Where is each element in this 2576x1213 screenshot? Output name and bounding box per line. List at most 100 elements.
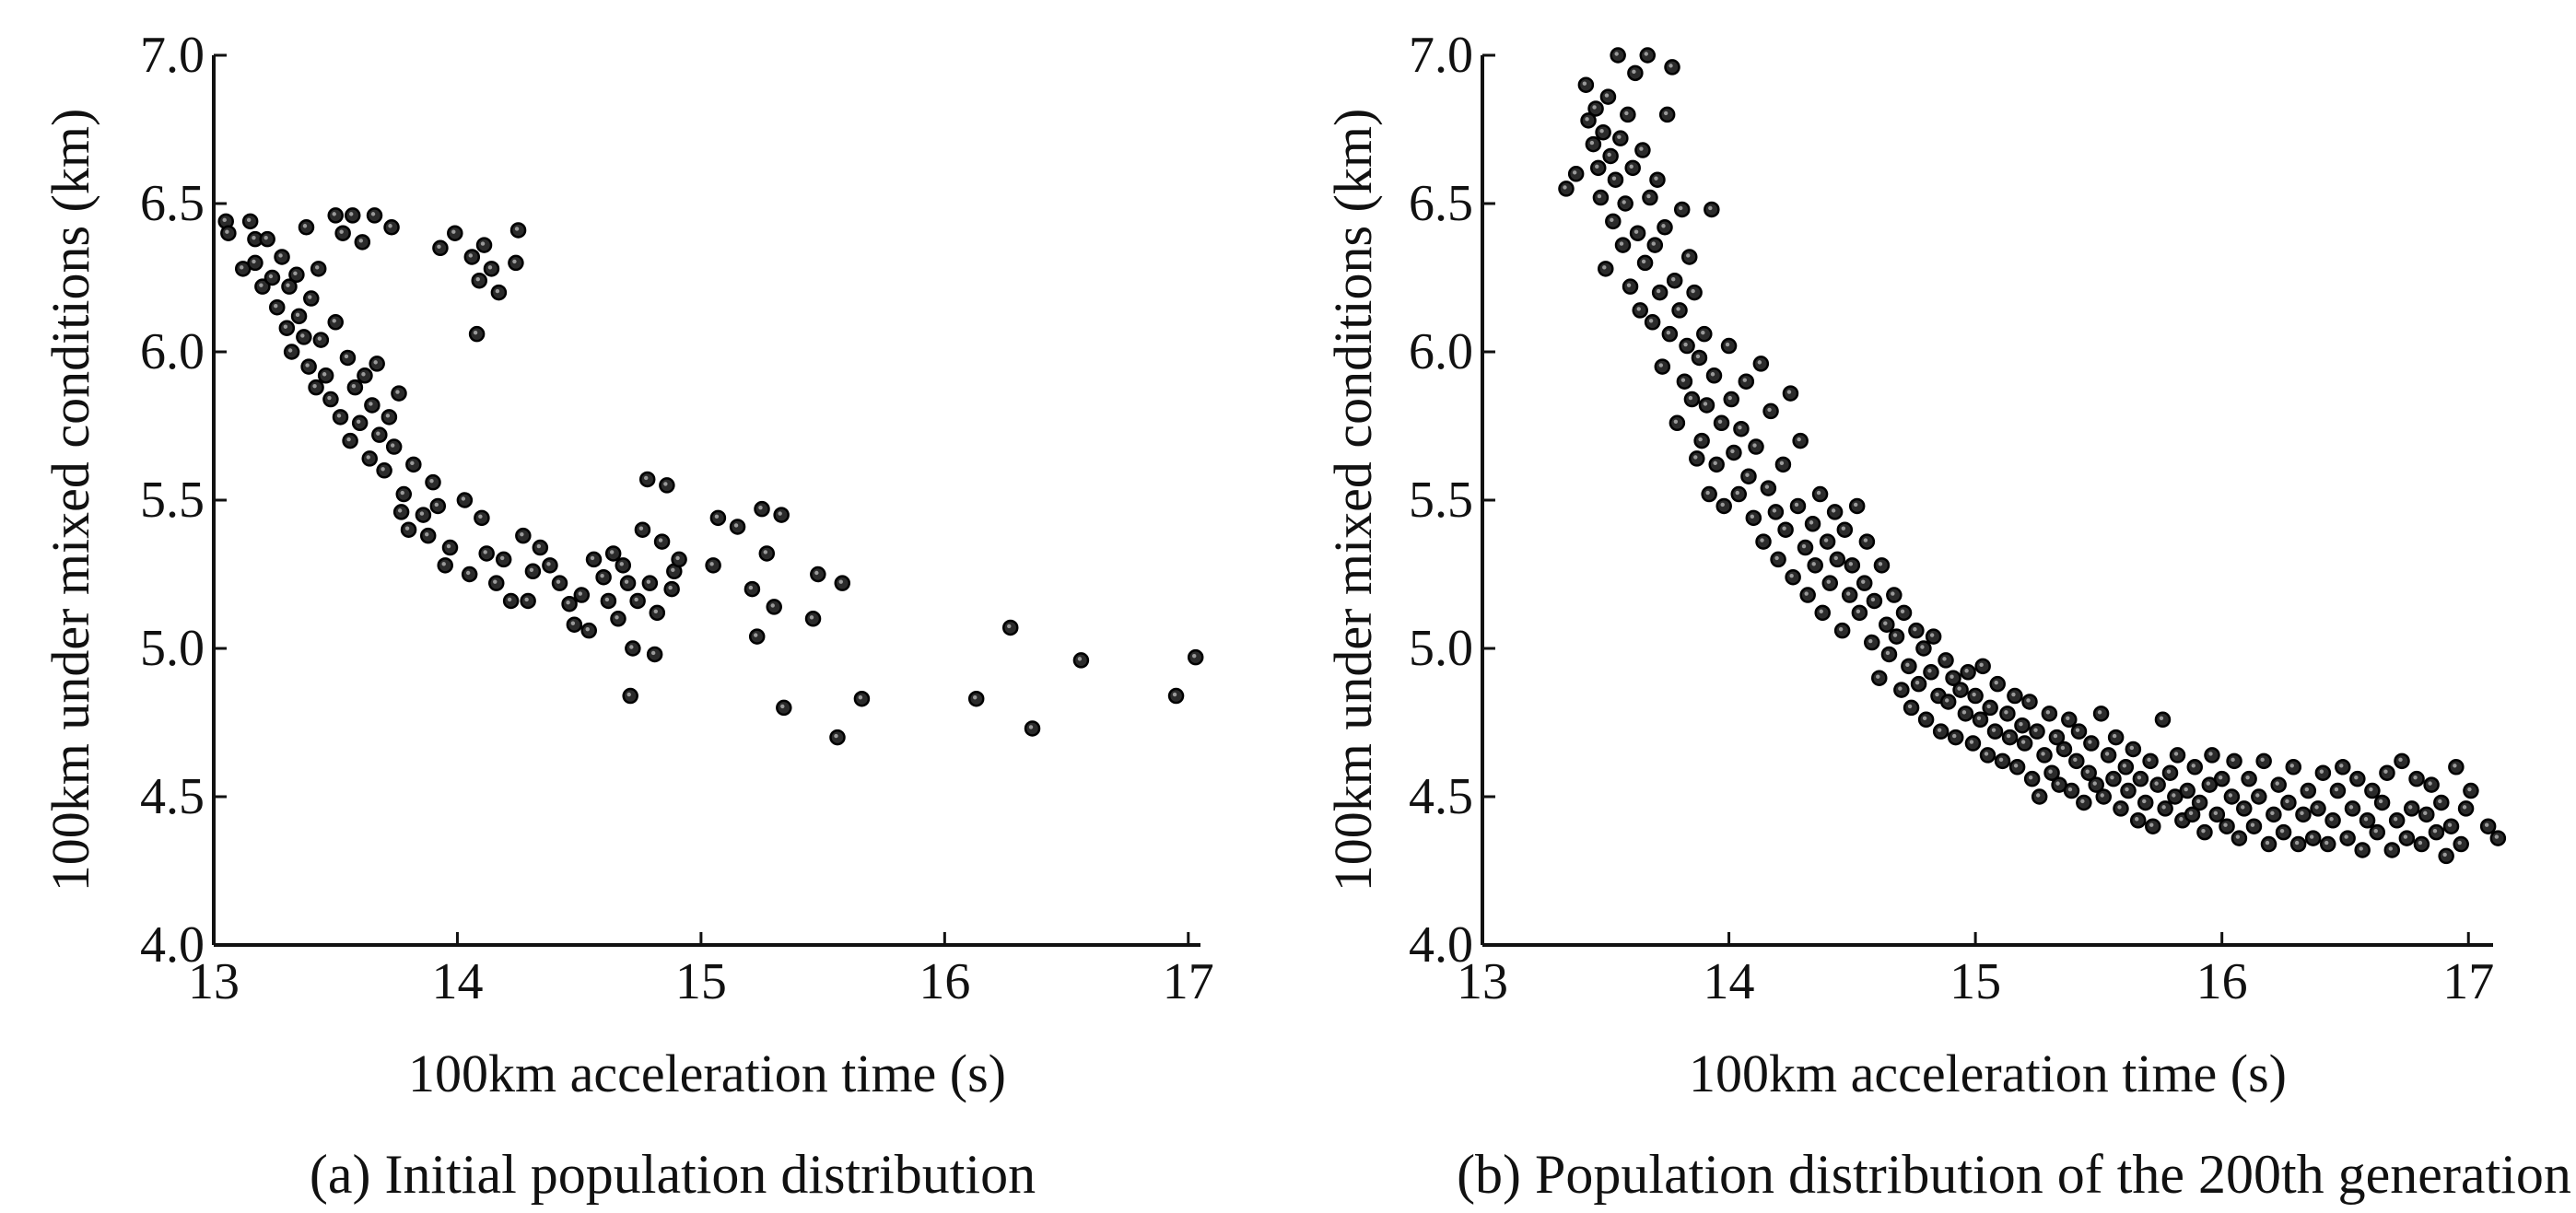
scatter-point-highlight bbox=[2408, 805, 2413, 810]
scatter-point-highlight bbox=[2172, 793, 2176, 798]
scatter-point-highlight bbox=[1927, 669, 1932, 673]
scatter-point-highlight bbox=[1007, 624, 1012, 629]
scatter-point-highlight bbox=[668, 585, 673, 590]
scatter-point-highlight bbox=[441, 562, 446, 566]
y-tick-label: 4.0 bbox=[1409, 916, 1473, 974]
scatter-point-highlight bbox=[2188, 811, 2194, 816]
scatter-point-highlight bbox=[1816, 490, 1821, 496]
scatter-point-highlight bbox=[1937, 728, 1942, 732]
scatter-point-highlight bbox=[514, 227, 520, 231]
scatter-point-highlight bbox=[1669, 64, 1673, 68]
scatter-point-highlight bbox=[2289, 764, 2294, 768]
scatter-point-highlight bbox=[2231, 757, 2235, 763]
scatter-point-highlight bbox=[578, 591, 583, 596]
y-tick-label: 7.0 bbox=[140, 27, 205, 84]
x-tick-label: 15 bbox=[675, 953, 727, 1010]
panel-a: 13 14 15 16 17 4.0 4.5 5.0 5.5 6.0 6.5 7.0 100km ac… bbox=[41, 27, 1214, 1205]
scatter-point-highlight bbox=[1604, 93, 1610, 98]
scatter-point-highlight bbox=[524, 597, 529, 602]
scatter-point-highlight bbox=[2423, 811, 2428, 816]
scatter-point-highlight bbox=[626, 692, 631, 697]
scatter-point-highlight bbox=[327, 395, 332, 401]
scatter-point-highlight bbox=[1686, 253, 1691, 258]
scatter-point-highlight bbox=[1636, 307, 1641, 311]
scatter-point-highlight bbox=[2413, 775, 2418, 780]
scatter-point-highlight bbox=[425, 531, 429, 537]
scatter-point-highlight bbox=[1680, 378, 1686, 382]
scatter-point-highlight bbox=[1028, 725, 1034, 729]
scatter-point-highlight bbox=[268, 274, 274, 279]
scatter-point-highlight bbox=[2344, 834, 2348, 839]
scatter-point-highlight bbox=[473, 330, 478, 335]
x-tick-label: 13 bbox=[188, 953, 240, 1010]
scatter-point-highlight bbox=[556, 579, 561, 584]
scatter-point-highlight bbox=[295, 312, 300, 318]
scatter-point-highlight bbox=[2179, 817, 2184, 822]
scatter-point-highlight bbox=[1969, 740, 1974, 744]
scatter-point-highlight bbox=[733, 523, 739, 528]
scatter-point-highlight bbox=[293, 271, 298, 275]
scatter-point-highlight bbox=[2085, 769, 2090, 774]
scatter-point-highlight bbox=[512, 259, 517, 264]
scatter-point-highlight bbox=[566, 601, 570, 605]
scatter-point-highlight bbox=[2201, 828, 2206, 834]
x-tick-label: 13 bbox=[1457, 953, 1508, 1010]
scatter-point-highlight bbox=[351, 383, 357, 389]
scatter-point-highlight bbox=[358, 239, 364, 243]
scatter-point-highlight bbox=[2208, 752, 2213, 756]
scatter-point-highlight bbox=[650, 650, 656, 656]
scatter-point-highlight bbox=[600, 574, 604, 578]
scatter-point-highlight bbox=[1838, 626, 1844, 632]
scatter-point-highlight bbox=[1811, 562, 1816, 566]
scatter-point-highlight bbox=[1794, 502, 1799, 507]
scatter-point-highlight bbox=[1819, 609, 1823, 614]
scatter-point-highlight bbox=[252, 259, 256, 264]
scatter-point-highlight bbox=[634, 597, 638, 602]
scatter-point-highlight bbox=[1898, 686, 1903, 691]
scatter-point-highlight bbox=[709, 562, 714, 566]
scatter-point-highlight bbox=[1797, 437, 1801, 442]
y-tick-label: 4.5 bbox=[140, 768, 205, 825]
scatter-point-highlight bbox=[395, 390, 400, 394]
y-tick-label: 6.5 bbox=[1409, 175, 1473, 232]
scatter-point-highlight bbox=[2013, 764, 2019, 768]
panel-a-y-axis-title: 100km under mixed conditions (km) bbox=[41, 109, 100, 892]
scatter-point-highlight bbox=[1782, 526, 1786, 531]
scatter-point-highlight bbox=[675, 555, 680, 561]
scatter-point-highlight bbox=[770, 603, 775, 608]
scatter-point-highlight bbox=[300, 333, 305, 338]
scatter-point-highlight bbox=[346, 437, 351, 442]
scatter-point-highlight bbox=[1986, 704, 1991, 709]
scatter-point-highlight bbox=[809, 615, 814, 620]
scatter-point-highlight bbox=[1863, 538, 1868, 542]
scatter-point-highlight bbox=[858, 695, 863, 700]
scatter-point-highlight bbox=[2213, 811, 2219, 816]
scatter-point-highlight bbox=[302, 224, 308, 228]
scatter-point-highlight bbox=[1710, 372, 1715, 377]
scatter-point-highlight bbox=[410, 461, 415, 466]
scatter-point-highlight bbox=[2319, 769, 2324, 774]
scatter-point-highlight bbox=[404, 526, 410, 531]
scatter-point-highlight bbox=[2228, 793, 2233, 798]
scatter-point-highlight bbox=[475, 277, 480, 282]
scatter-point-highlight bbox=[1595, 164, 1599, 169]
x-tick-label: 14 bbox=[431, 953, 483, 1010]
scatter-point-highlight bbox=[2324, 840, 2329, 846]
scatter-point-highlight bbox=[1964, 669, 1969, 673]
y-tick-label: 7.0 bbox=[1409, 27, 1473, 84]
scatter-point-highlight bbox=[2048, 769, 2053, 774]
scatter-point-highlight bbox=[1077, 657, 1083, 661]
scatter-point-highlight bbox=[1760, 538, 1764, 542]
y-tick-label: 6.5 bbox=[140, 175, 205, 232]
scatter-point-highlight bbox=[1929, 633, 1935, 637]
scatter-point-highlight bbox=[246, 217, 252, 223]
scatter-point-highlight bbox=[2147, 757, 2151, 763]
scatter-point-highlight bbox=[369, 402, 373, 406]
scatter-point-highlight bbox=[373, 360, 378, 365]
scatter-point-highlight bbox=[2304, 787, 2310, 792]
scatter-point-highlight bbox=[2092, 781, 2097, 786]
scatter-point-highlight bbox=[1172, 692, 1177, 697]
scatter-point-highlight bbox=[1789, 574, 1794, 578]
scatter-point-highlight bbox=[499, 555, 505, 561]
scatter-point-highlight bbox=[1592, 105, 1597, 110]
